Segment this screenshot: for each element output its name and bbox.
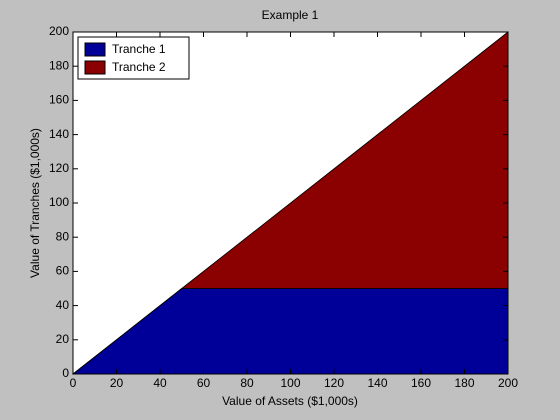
y-tick-label: 180: [49, 58, 69, 72]
x-tick-label: 160: [411, 376, 431, 390]
y-tick-label: 120: [49, 161, 69, 175]
legend-label: Tranche 1: [112, 42, 166, 56]
y-tick-label: 0: [62, 366, 69, 380]
y-tick-label: 100: [49, 195, 69, 209]
y-tick-label: 40: [56, 298, 70, 312]
x-axis-label: Value of Assets ($1,000s): [222, 394, 358, 408]
y-axis-label: Value of Tranches ($1,000s): [28, 128, 42, 278]
x-tick-label: 200: [498, 376, 518, 390]
x-tick-label: 180: [454, 376, 474, 390]
y-tick-label: 60: [56, 264, 70, 278]
chart-title: Example 1: [262, 8, 319, 22]
x-tick-label: 20: [110, 376, 124, 390]
x-tick-label: 40: [153, 376, 167, 390]
x-tick-label: 140: [367, 376, 387, 390]
y-tick-label: 80: [56, 229, 70, 243]
x-tick-label: 120: [324, 376, 344, 390]
y-tick-label: 140: [49, 127, 69, 141]
y-tick-label: 200: [49, 24, 69, 38]
x-tick-label: 100: [280, 376, 300, 390]
legend-label: Tranche 2: [112, 60, 166, 74]
y-tick-label: 160: [49, 93, 69, 107]
legend-swatch: [84, 60, 106, 75]
x-tick-label: 0: [70, 376, 77, 390]
x-tick-label: 80: [240, 376, 254, 390]
plot-area: [71, 31, 509, 375]
y-tick-label: 20: [56, 332, 70, 346]
legend-swatch: [84, 42, 106, 57]
legend: Tranche 1 Tranche 2: [77, 36, 190, 80]
x-tick-label: 60: [197, 376, 211, 390]
